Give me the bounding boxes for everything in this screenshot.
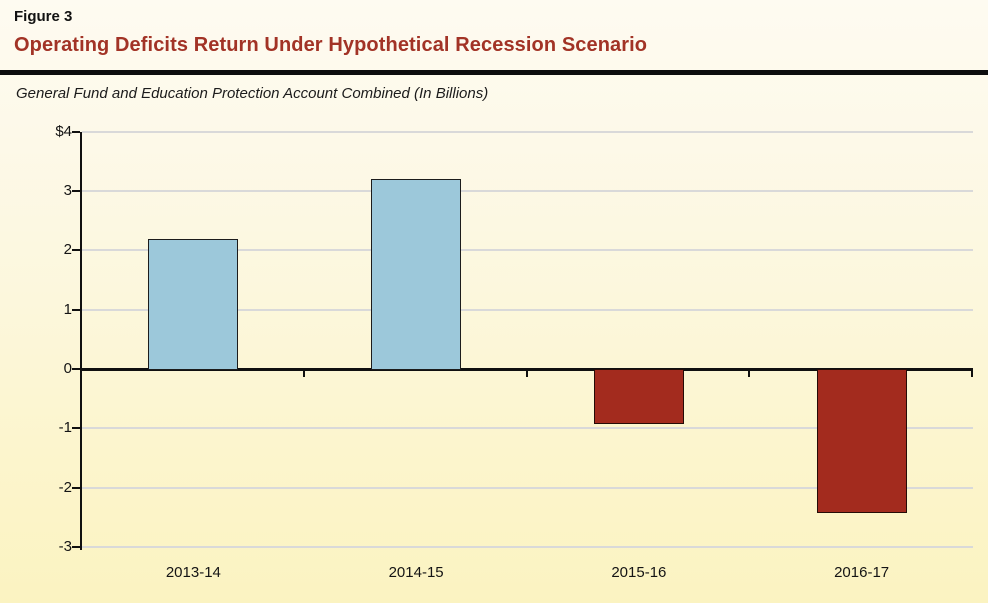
x-category-label: 2016-17 [834, 564, 890, 581]
y-tick-label: 3 [63, 182, 72, 200]
x-axis-tick [302, 370, 305, 377]
y-axis-line [80, 131, 82, 550]
y-axis-tick [72, 368, 80, 370]
y-tick-label: 1 [63, 300, 72, 318]
y-axis-tick [72, 190, 80, 193]
bar-2016-17 [816, 369, 907, 513]
gridline [82, 545, 973, 548]
figure-number-label: Figure 3 [14, 8, 73, 25]
x-axis-tick [971, 370, 973, 377]
x-axis-tick [748, 370, 751, 377]
x-category-label: 2014-15 [388, 564, 444, 581]
bar-2015-16 [593, 369, 684, 424]
y-axis-tick [72, 249, 80, 252]
y-tick-label: 0 [63, 360, 72, 377]
y-axis-tick [72, 130, 80, 133]
x-category-label: 2013-14 [165, 564, 221, 581]
y-tick-label: 2 [63, 241, 72, 259]
y-axis-tick [72, 545, 80, 548]
y-axis-tick [72, 427, 80, 430]
chart-subtitle: General Fund and Education Protection Ac… [16, 85, 489, 102]
gridline [82, 427, 973, 430]
y-axis-tick [72, 308, 80, 311]
y-tick-label: -2 [58, 478, 72, 496]
gridline [82, 190, 973, 193]
x-axis-tick [525, 370, 528, 377]
title-divider-rule [0, 70, 988, 75]
gridline [82, 308, 973, 311]
y-tick-label: -1 [58, 419, 72, 437]
y-axis-tick [72, 486, 80, 489]
gridline [82, 249, 973, 252]
x-category-label: 2015-16 [611, 564, 667, 581]
y-tick-label: -3 [58, 537, 72, 555]
y-tick-label: $4 [55, 122, 72, 140]
bar-2014-15 [371, 179, 462, 371]
gridline [82, 486, 973, 489]
zero-baseline [80, 368, 973, 371]
chart-title: Operating Deficits Return Under Hypothet… [14, 34, 648, 56]
bar-2013-14 [148, 238, 239, 371]
gridline [82, 130, 973, 133]
